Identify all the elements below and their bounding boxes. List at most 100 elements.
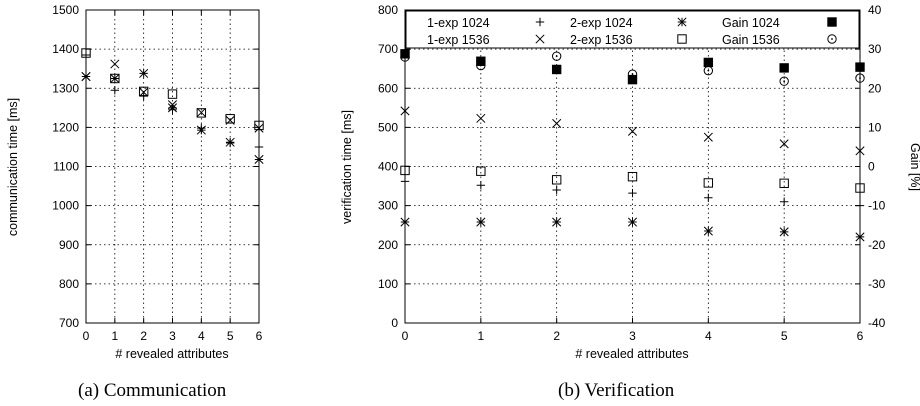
point-exp1-1024: [110, 86, 120, 95]
point-exp1-1024: [254, 142, 264, 152]
legend-marker: [677, 17, 687, 27]
x-tick-label: 1: [477, 329, 484, 343]
point-gain-1024: [400, 49, 410, 59]
chart-a-ticks: 0 1 2 3 4 5 6 700 800 900 1000 1100 1200 1300 1400 1500: [52, 3, 262, 343]
point-1-exp-1024: [779, 197, 789, 206]
point-exp2-1536: [225, 114, 235, 124]
x-tick-label: 3: [629, 329, 636, 343]
point-gain-1536: [627, 69, 638, 79]
point-2-exp-1024: [779, 227, 789, 237]
chart-b-marks: [400, 49, 865, 242]
y-tick-label: 1200: [52, 120, 79, 134]
y2-tick-label: 20: [868, 81, 882, 95]
x-tick-label: 1: [111, 329, 118, 343]
legend-label-2exp-1536: 2-exp 1536: [570, 33, 633, 47]
point-exp2-1024: [196, 125, 206, 135]
chart-a-caption: (a) Communication: [78, 380, 227, 401]
chart-a-ylabel: communication time [ms]: [6, 98, 20, 236]
point-1-exp-1536: [855, 146, 865, 156]
legend-label-gain-1536: Gain 1536: [722, 33, 780, 47]
x-tick-label: 4: [198, 329, 205, 343]
point-1-exp-1024: [552, 185, 561, 195]
x-tick-label: 2: [553, 329, 560, 343]
legend-label-gain-1024: Gain 1024: [722, 16, 780, 30]
point-1-exp-1024: [476, 181, 486, 190]
point-2-exp-1024: [400, 217, 410, 227]
point-2-exp-1536: [476, 166, 486, 176]
point-gain-1024: [627, 74, 638, 85]
x-tick-label: 2: [140, 329, 147, 343]
chart-b-legend: 1-exp 1024 1-exp 1536 2-exp 1024 2-exp 1…: [405, 10, 860, 49]
point-exp2-1024: [110, 73, 120, 84]
point-exp2-1024: [81, 71, 91, 82]
x-tick-label: 0: [402, 329, 409, 343]
x-tick-label: 3: [169, 329, 176, 343]
chart-communication: 0 1 2 3 4 5 6 700 800 900 1000 1100 1200 1300 1400 1500…: [6, 3, 264, 401]
legend-box: [405, 10, 860, 49]
point-2-exp-1024: [552, 217, 562, 227]
y-tick-label: 800: [378, 3, 398, 17]
x-tick-label: 4: [705, 329, 712, 343]
point-exp2-1536: [110, 73, 120, 84]
point-exp2-1536: [81, 48, 91, 58]
legend-marker: [827, 17, 837, 27]
point-exp2-1024: [167, 103, 178, 113]
y-tick-label: 1000: [52, 199, 79, 213]
point-2-exp-1536: [855, 183, 865, 193]
y-tick-label: 0: [391, 316, 398, 330]
chart-b-xlabel: # revealed attributes: [575, 347, 688, 361]
point-2-exp-1024: [855, 232, 865, 242]
point-exp2-1536: [254, 120, 264, 131]
y-tick-label: 1100: [53, 160, 79, 174]
x-tick-label: 6: [256, 329, 263, 343]
point-1-exp-1024: [855, 201, 865, 210]
point-gain-1024: [779, 63, 789, 73]
point-2-exp-1536: [779, 178, 789, 189]
legend-label-2exp-1024: 2-exp 1024: [570, 16, 633, 30]
point-2-exp-1536: [627, 171, 638, 182]
x-tick-label: 0: [83, 329, 90, 343]
y2-tick-label: -10: [868, 199, 886, 213]
point-gain-1536: [476, 60, 486, 71]
point-1-exp-1024: [704, 193, 713, 202]
point-2-exp-1536: [703, 178, 714, 188]
point-gain-1536: [703, 65, 714, 76]
y-tick-label: 600: [378, 81, 398, 95]
y2-tick-label: -20: [868, 238, 886, 252]
point-1-exp-1536: [779, 139, 789, 149]
chart-b-ticks: 0 1 2 3 4 5 60100200300400500600700800-40-30-2…: [378, 3, 886, 343]
point-2-exp-1536: [400, 165, 410, 176]
chart-b-ylabel: verification time [ms]: [340, 110, 354, 224]
y2-tick-label: 0: [868, 160, 875, 174]
point-exp1-1536: [139, 87, 149, 97]
point-exp1-1536: [196, 107, 206, 118]
point-exp2-1024: [139, 68, 149, 78]
legend-markers: [535, 17, 837, 44]
point-exp1-1536: [254, 123, 264, 133]
point-1-exp-1536: [627, 126, 638, 136]
point-2-exp-1024: [627, 217, 638, 227]
x-tick-label: 5: [781, 329, 788, 343]
point-2-exp-1536: [551, 175, 562, 185]
legend-marker: [677, 34, 687, 44]
chart-b-caption: (b) Verification: [558, 380, 675, 401]
point-exp2-1536: [167, 89, 178, 99]
point-1-exp-1536: [400, 106, 410, 116]
point-gain-1536: [400, 52, 410, 62]
point-exp2-1536: [138, 86, 149, 97]
y-tick-label: 700: [378, 42, 398, 56]
point-gain-1024: [551, 64, 562, 75]
x-tick-label: 6: [857, 329, 864, 343]
x-tick-label: 5: [227, 329, 234, 343]
y-tick-label: 200: [378, 238, 398, 252]
point-gain-1536: [855, 73, 865, 83]
y-tick-label: 1500: [52, 3, 79, 17]
point-exp2-1024: [254, 154, 264, 165]
y-tick-label: 900: [59, 238, 79, 252]
point-gain-1536: [551, 51, 562, 61]
y-tick-label: 1300: [52, 81, 79, 95]
point-gain-1024: [855, 62, 865, 72]
y-tick-label: 400: [378, 160, 398, 174]
point-1-exp-1536: [552, 118, 562, 129]
